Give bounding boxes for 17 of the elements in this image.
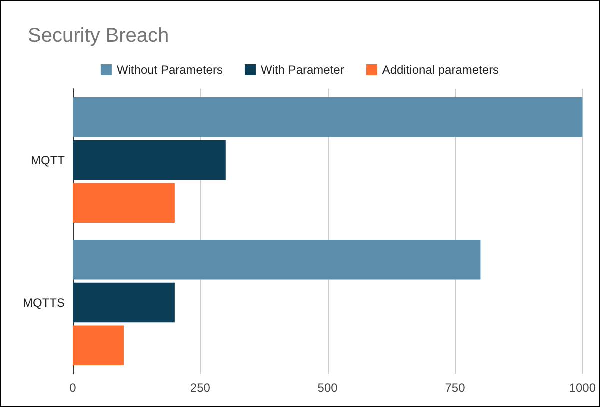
y-tick-label: MQTT [31,153,66,168]
bar [73,140,226,180]
legend-label: Without Parameters [116,63,223,77]
bar [73,326,124,366]
x-tick-label: 500 [318,381,338,395]
x-tick-label: 0 [70,381,77,395]
bar [73,282,175,323]
x-tick-label: 1000 [569,381,596,395]
legend-label: Additional parameters [382,63,500,77]
y-tick-label: MQTTS [23,296,65,310]
legend-label: With Parameter [260,63,344,77]
bar [73,240,481,280]
x-tick-label: 750 [445,381,466,395]
chart-title: Security Breach [28,25,170,47]
bar [73,183,175,223]
x-tick-label: 250 [190,381,211,395]
bar [73,98,583,138]
